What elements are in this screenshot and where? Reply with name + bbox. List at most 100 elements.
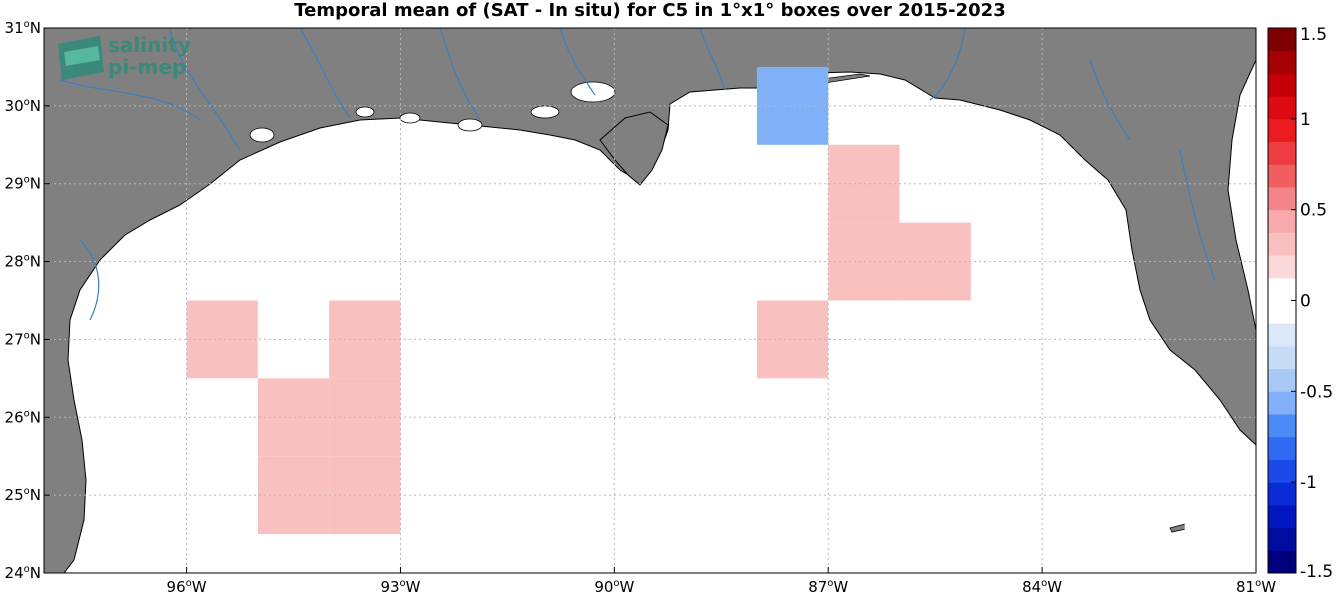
y-tick-label: 24oN — [5, 564, 41, 582]
colorbar-bin — [1268, 28, 1296, 52]
colorbar-bin — [1268, 550, 1296, 574]
colorbar-tick-label: 0.5 — [1300, 201, 1327, 221]
heatmap-cell — [756, 222, 829, 301]
river-4 — [439, 27, 481, 121]
river-2 — [169, 29, 241, 151]
colorbar-tick-label: -0.5 — [1300, 382, 1333, 402]
heatmap-cell — [756, 300, 829, 379]
heatmap-cell — [257, 456, 330, 535]
colorbar-bin — [1268, 436, 1296, 460]
lake-white — [399, 112, 421, 124]
colorbar-bin — [1268, 323, 1296, 347]
heatmap-cell — [257, 378, 330, 457]
y-tick-label: 31oN — [5, 19, 41, 37]
river-3 — [299, 27, 351, 119]
heatmap-cell — [257, 300, 330, 379]
y-tick-label: 25oN — [5, 486, 41, 504]
axis-ticks: 96oW 93oW 90oW 87oW 84oW 81oW 24oN 25oN 26oN 27oN… — [5, 19, 1277, 594]
y-tick-label: 27oN — [5, 330, 41, 348]
mississippi-delta — [599, 111, 669, 186]
y-tick-label: 29oN — [5, 175, 41, 193]
heatmap-cell — [756, 66, 829, 145]
heatmap-cell — [1077, 456, 1150, 535]
salinity-pi-mep-logo: salinity pi-mep — [58, 33, 191, 80]
heatmap-cell — [1042, 378, 1114, 457]
heatmap-cell — [828, 378, 900, 457]
heatmap-cell — [186, 300, 258, 379]
colorbar-bin — [1268, 255, 1296, 279]
river-10 — [79, 239, 100, 321]
logo-line-2: pi-mep — [108, 55, 186, 79]
colorbar: 1.5 1 0.5 0 -0.5 -1 -1.5 — [1267, 25, 1333, 582]
heatmap-cell — [186, 378, 258, 457]
heatmap-cell — [828, 222, 900, 301]
colorbar-bin — [1268, 118, 1296, 143]
x-tick-label: 90oW — [594, 578, 634, 594]
colorbar-tick-label: -1.5 — [1300, 562, 1333, 582]
river-5 — [559, 27, 596, 96]
lake-borgne — [530, 105, 560, 119]
lake-grand — [355, 106, 375, 118]
heatmap-cell — [400, 456, 472, 535]
colorbar-bin — [1268, 368, 1296, 392]
map-title: Temporal mean of (SAT - In situ) for C5 … — [294, 0, 1006, 21]
heatmap-cell — [400, 378, 472, 457]
colorbar-bin — [1268, 209, 1296, 233]
heatmap-cell — [186, 222, 258, 301]
river-1 — [59, 79, 201, 121]
colorbar-tick-label: 0 — [1300, 292, 1311, 312]
heatmap-cell — [186, 456, 258, 535]
lake-calcasieu — [249, 127, 275, 143]
colorbar-bin — [1268, 345, 1296, 370]
heatmap-cell — [685, 144, 757, 223]
x-tick-label: 93oW — [380, 578, 420, 594]
lake-salvador — [457, 118, 483, 132]
colorbar-bin — [1268, 504, 1296, 529]
heatmap-cell — [543, 456, 615, 535]
colorbar-bin — [1268, 164, 1296, 188]
x-tick-label: 81oW — [1236, 578, 1276, 594]
heatmap-cell — [828, 456, 900, 535]
colorbar-bin — [1268, 50, 1296, 74]
heatmap-cell — [685, 300, 757, 379]
heatmap-cell — [471, 456, 544, 535]
y-tick-label: 30oN — [5, 97, 41, 115]
heatmap-cell — [471, 378, 544, 457]
y-tick-label: 26oN — [5, 408, 41, 426]
colorbar-bin — [1268, 482, 1296, 506]
colorbar-tick-label: 1 — [1300, 110, 1311, 130]
heatmap-cell — [828, 144, 900, 223]
colorbar-bin — [1268, 96, 1296, 120]
heatmap-cell — [828, 300, 900, 379]
logo-line-1: salinity — [108, 33, 191, 57]
logo-wave-highlight — [64, 46, 100, 66]
river-6 — [699, 27, 726, 91]
heatmap-cell — [543, 378, 615, 457]
heatmap-cell — [400, 222, 472, 301]
colorbar-bin — [1268, 232, 1296, 256]
colorbar-bin — [1268, 73, 1296, 97]
colorbar-bin — [1268, 186, 1296, 211]
colorbar-bin — [1268, 414, 1296, 438]
river-7 — [929, 27, 966, 101]
river-8 — [1089, 59, 1131, 141]
colorbar-bin — [1268, 141, 1296, 165]
colorbar-bin — [1268, 391, 1296, 415]
heatmap-cell — [400, 300, 472, 379]
heatmap-cell — [756, 456, 829, 535]
heatmap-cell — [685, 456, 757, 535]
x-tick-label: 84oW — [1022, 578, 1062, 594]
colorbar-bin — [1268, 300, 1296, 324]
y-tick-label: 28oN — [5, 253, 41, 271]
colorbar-tick-label: 1.5 — [1300, 25, 1327, 45]
colorbar-bin — [1268, 277, 1296, 301]
colorbar-bin — [1268, 459, 1296, 483]
x-tick-label: 96oW — [167, 578, 207, 594]
colorbar-bin — [1268, 527, 1296, 551]
plot-border — [43, 27, 1257, 574]
heatmap-cell — [970, 378, 1043, 457]
river-9 — [1179, 149, 1216, 281]
river-network — [59, 27, 1216, 321]
colorbar-tick-label: -1 — [1300, 473, 1317, 493]
